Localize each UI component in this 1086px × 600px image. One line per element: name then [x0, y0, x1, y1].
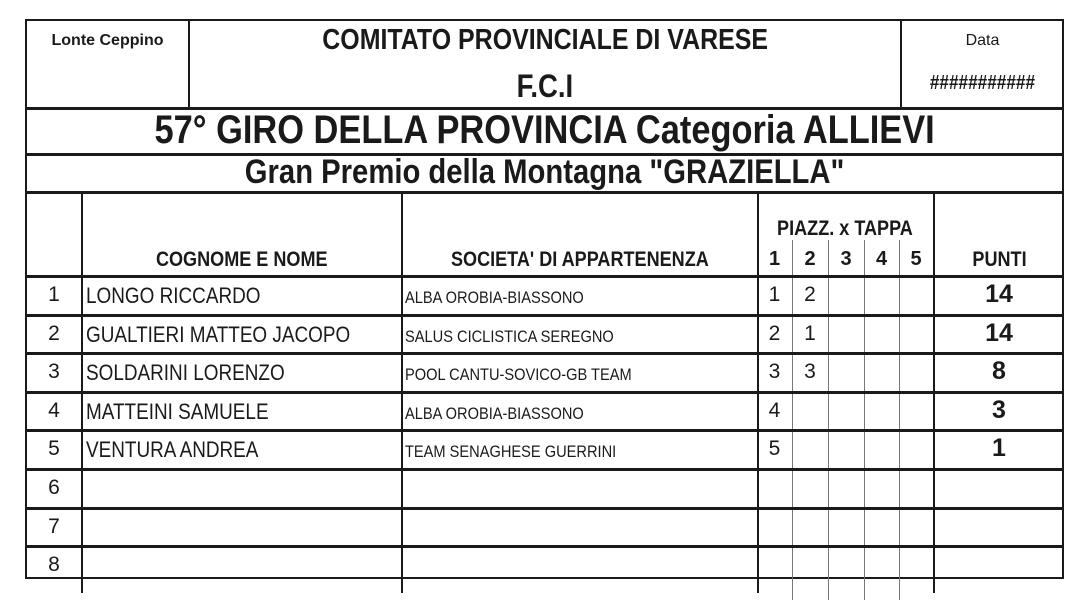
row-name-text: GUALTIERI MATTEO JACOPO: [86, 322, 351, 347]
date-label: Data: [965, 32, 1000, 49]
row-divider: [25, 275, 1064, 278]
column-header-stage-group-text: PIAZZ. x TAPPA: [777, 217, 913, 240]
column-header-stage-3: 3: [840, 248, 852, 270]
row-position: 8: [48, 553, 60, 576]
committee-title: COMITATO PROVINCIALE DI VARESE: [190, 24, 900, 57]
column-header-stage-group: PIAZZ. x TAPPA: [757, 217, 933, 241]
row-position: 1: [48, 283, 60, 306]
row-society-text: SALUS CICLISTICA SEREGNO: [405, 327, 614, 346]
column-header-stage-4: 4: [875, 248, 888, 270]
row-society-text: ALBA OROBIA-BIASSONO: [405, 288, 584, 307]
stage-column-divider: [864, 240, 865, 600]
header-right-divider: [900, 19, 902, 108]
divider: [25, 107, 1064, 110]
row-name-text: LONGO RICCARDO: [86, 283, 261, 308]
race-subtitle: Gran Premio della Montagna "GRAZIELLA": [25, 153, 1064, 192]
row-society: TEAM SENAGHESE GUERRINI: [405, 442, 651, 462]
stage-column-divider: [828, 240, 829, 600]
header-left-divider: [188, 19, 190, 108]
race-subtitle-text: Gran Premio della Montagna "GRAZIELLA": [244, 153, 845, 191]
row-society: ALBA OROBIA-BIASSONO: [405, 404, 613, 424]
row-name: MATTEINI SAMUELE: [86, 399, 298, 425]
federation-label: F.C.I: [190, 68, 900, 105]
federation-label-text: F.C.I: [516, 68, 574, 104]
row-name-text: SOLDARINI LORENZO: [86, 360, 285, 385]
row-points: 8: [992, 357, 1006, 385]
column-header-name: COGNOME E NOME: [82, 248, 402, 272]
date-value: ###########: [902, 72, 1063, 95]
row-society-text: POOL CANTU-SOVICO-GB TEAM: [405, 365, 632, 384]
row-position: 2: [48, 322, 60, 345]
row-stage-1: 4: [768, 399, 781, 422]
row-position: 4: [48, 399, 60, 422]
row-divider: [25, 507, 1064, 510]
row-points: 3: [992, 396, 1006, 424]
row-stage-1: 3: [768, 360, 781, 383]
row-position: 5: [48, 437, 60, 460]
row-stage-2: 2: [804, 283, 816, 306]
row-society-text: ALBA OROBIA-BIASSONO: [405, 404, 584, 423]
header-left-label: Lonte Ceppino: [51, 32, 164, 49]
divider: [25, 153, 1064, 156]
row-divider: [25, 545, 1064, 548]
row-name-text: MATTEINI SAMUELE: [86, 399, 269, 424]
row-name: GUALTIERI MATTEO JACOPO: [86, 322, 393, 348]
stage-column-divider: [899, 240, 900, 600]
column-header-name-text: COGNOME E NOME: [156, 248, 328, 271]
row-name: SOLDARINI LORENZO: [86, 360, 317, 386]
row-points: 1: [992, 434, 1006, 462]
row-divider: [25, 468, 1064, 471]
row-name: LONGO RICCARDO: [86, 283, 289, 309]
row-divider: [25, 429, 1064, 432]
divider: [25, 191, 1064, 194]
row-society: POOL CANTU-SOVICO-GB TEAM: [405, 365, 669, 385]
committee-title-text: COMITATO PROVINCIALE DI VARESE: [322, 24, 768, 56]
row-divider: [25, 314, 1064, 317]
row-position: 6: [48, 476, 60, 499]
date-value-text: ###########: [929, 72, 1036, 94]
row-position: 3: [48, 360, 60, 383]
row-name: VENTURA ANDREA: [86, 437, 287, 463]
column-header-stage-2: 2: [804, 248, 816, 270]
stage-column-divider: [792, 240, 793, 600]
row-stage-1: 2: [768, 322, 781, 345]
column-header-society-text: SOCIETA' DI APPARTENENZA: [450, 248, 709, 271]
column-header-stage-1: 1: [768, 248, 781, 270]
row-stage-1: 5: [768, 437, 781, 460]
row-society: ALBA OROBIA-BIASSONO: [405, 288, 613, 308]
column-header-points-text: PUNTI: [971, 248, 1027, 271]
row-society-text: TEAM SENAGHESE GUERRINI: [405, 442, 617, 461]
row-position: 7: [48, 515, 60, 538]
row-points: 14: [985, 319, 1013, 347]
row-divider: [25, 352, 1064, 355]
race-title: 57° GIRO DELLA PROVINCIA Categoria ALLIE…: [25, 108, 1064, 153]
column-header-stage-5: 5: [910, 248, 922, 270]
column-header-society: SOCIETA' DI APPARTENENZA: [402, 248, 757, 272]
row-stage-2: 3: [804, 360, 816, 383]
column-header-points: PUNTI: [934, 248, 1064, 272]
row-stage-1: 1: [768, 283, 781, 306]
row-name-text: VENTURA ANDREA: [86, 437, 259, 462]
row-society: SALUS CICLISTICA SEREGNO: [405, 327, 648, 347]
row-divider: [25, 391, 1064, 394]
row-stage-2: 1: [804, 322, 816, 345]
row-points: 14: [985, 280, 1013, 308]
race-title-text: 57° GIRO DELLA PROVINCIA Categoria ALLIE…: [154, 108, 935, 152]
